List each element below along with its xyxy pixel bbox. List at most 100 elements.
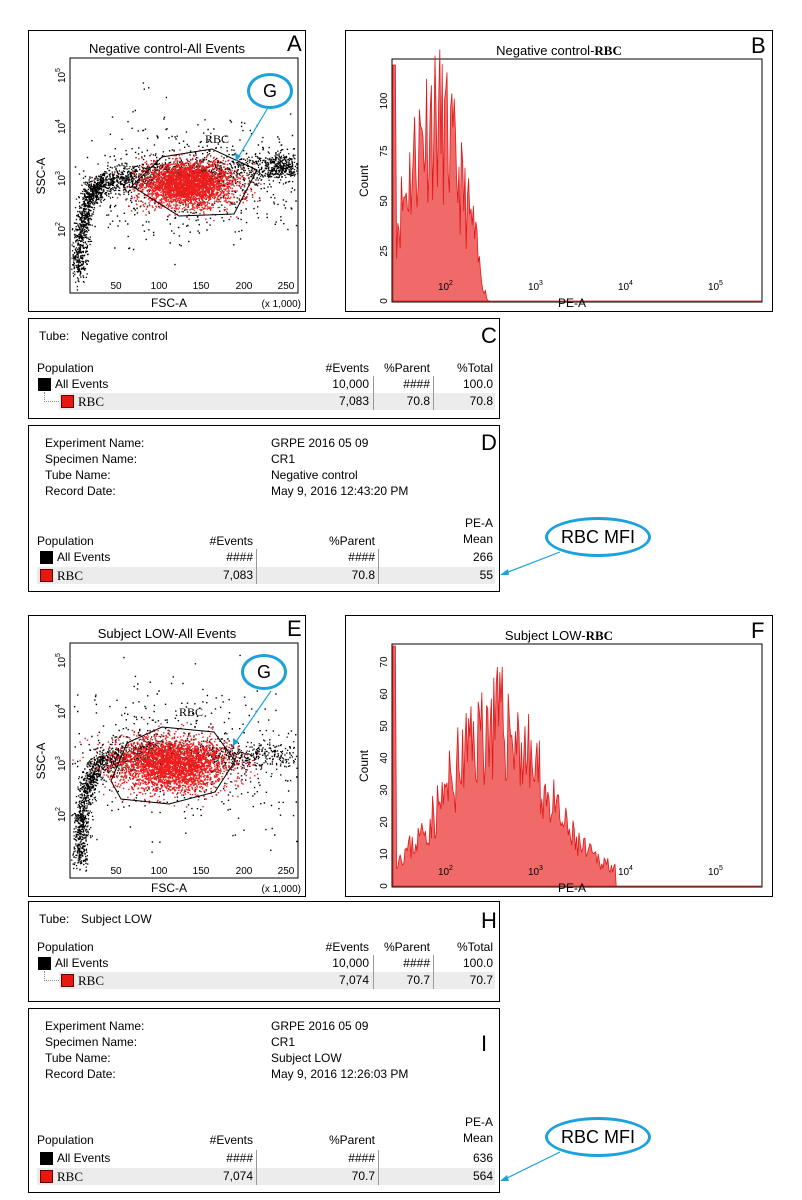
y-tick: 0 <box>379 883 390 889</box>
plot-frame <box>69 57 299 294</box>
scatter-plot-e: RBC FSC-A (x 1,000) SSC-A 50 100 150 200… <box>34 642 301 895</box>
row-events: 7,074 <box>222 1169 253 1183</box>
x-ticks-f: 10 2 10 3 10 4 10 5 <box>438 865 723 878</box>
y-tick: 100 <box>379 92 390 109</box>
x-tick-exp: 4 <box>629 865 633 872</box>
y-tick: 10 <box>57 707 68 719</box>
column-header: %Parent <box>328 534 375 548</box>
callout-arrowhead-e <box>233 738 239 746</box>
column-header: Population <box>37 1133 94 1147</box>
x-ticks-a: 50 100 150 200 250 <box>110 281 294 292</box>
gate-label-e: RBC <box>179 705 203 719</box>
x-tick: 250 <box>278 866 295 877</box>
y-tick: 25 <box>379 245 390 257</box>
panel-letter-b: B <box>751 33 766 58</box>
x-tick: 100 <box>151 866 168 877</box>
plot-title-b: Negative control-RBC <box>346 43 772 59</box>
x-tick-exp: 3 <box>539 865 543 872</box>
mfi-callout-2: RBC MFI <box>545 1117 651 1157</box>
event-dots <box>72 718 274 808</box>
gate-label-a: RBC <box>205 132 229 146</box>
rbc-swatch <box>40 1170 53 1183</box>
hierarchy-panel-c: Tube: Negative control C Population #Eve… <box>28 318 500 419</box>
y-ticks-a: 102 103 104 105 <box>55 68 68 237</box>
column-header: Population <box>37 940 94 954</box>
rbc-gate-e <box>110 726 236 805</box>
y-tick-exp: 4 <box>55 704 62 708</box>
tube-label: Tube: <box>39 912 70 926</box>
y-tick: 50 <box>379 195 390 207</box>
x-tick: 10 <box>438 867 450 878</box>
row-parent: 70.8 <box>406 394 430 408</box>
info-value: May 9, 2016 12:43:20 PM <box>271 484 409 498</box>
all-events-swatch <box>40 1152 53 1165</box>
x-tick: 10 <box>708 282 720 293</box>
x-tick: 10 <box>708 867 720 878</box>
rbc-row-band <box>59 972 495 989</box>
info-key: Specimen Name: <box>45 452 138 466</box>
x-tick-exp: 3 <box>539 280 543 287</box>
info-value: Subject LOW <box>271 1051 342 1065</box>
column-divider <box>373 955 374 989</box>
y-tick: 10 <box>57 71 68 83</box>
y-tick-exp: 3 <box>55 756 62 760</box>
histogram-area <box>392 645 761 887</box>
rbc-row-band <box>37 567 495 584</box>
plot-title-b-suffix: RBC <box>594 43 622 58</box>
y-tick-exp: 2 <box>55 222 62 226</box>
panel-letter-h: H <box>481 908 497 933</box>
hierarchy-panel-h: Tube: Subject LOW H Population #Events %… <box>28 901 500 1002</box>
row-mean: 636 <box>472 1151 493 1165</box>
rbc-swatch <box>61 395 74 408</box>
y-tick-exp: 5 <box>55 68 62 72</box>
x-tick: 200 <box>236 281 253 292</box>
plot-frame <box>391 643 763 888</box>
row-events: 7,074 <box>338 973 369 987</box>
x-tick-exp: 2 <box>449 865 453 872</box>
x-tick: 50 <box>110 281 122 292</box>
info-value: CR1 <box>271 1035 296 1049</box>
x-tick: 200 <box>236 866 253 877</box>
column-header: %Total <box>456 940 493 954</box>
y-axis-label-a: SSC-A <box>34 158 48 195</box>
row-total: 70.8 <box>469 394 493 408</box>
row-parent: #### <box>403 377 430 391</box>
x-tick: 10 <box>618 282 630 293</box>
column-header: #Events <box>325 940 369 954</box>
y-tick: 10 <box>57 656 68 668</box>
column-header: %Parent <box>383 940 430 954</box>
row-parent: #### <box>348 550 375 564</box>
info-key: Tube Name: <box>45 1051 111 1065</box>
all-events-dots <box>71 732 298 872</box>
gate-callout-e: G <box>241 654 287 690</box>
row-total: 70.7 <box>469 973 493 987</box>
plot-title-f: Subject LOW-RBC <box>346 628 772 644</box>
y-tick: 70 <box>379 656 390 668</box>
x-tick: 10 <box>438 282 450 293</box>
x-axis-label-e: FSC-A <box>151 881 187 895</box>
y-tick-exp: 3 <box>55 171 62 175</box>
info-key: Specimen Name: <box>45 1035 138 1049</box>
row-events: 10,000 <box>332 377 369 391</box>
column-header: #Events <box>325 361 369 375</box>
callout-arrow-a <box>235 105 270 162</box>
column-divider <box>433 955 434 989</box>
info-value: Negative control <box>271 468 358 482</box>
y-tick-exp: 2 <box>55 807 62 811</box>
column-header: %Parent <box>383 361 430 375</box>
x-tick-exp: 4 <box>629 280 633 287</box>
panel-letter-f: F <box>751 618 765 643</box>
tube-name: Subject LOW <box>81 912 152 926</box>
panel-letter-a: A <box>287 31 302 56</box>
row-mean: 266 <box>472 550 493 564</box>
y-tick: 10 <box>57 122 68 134</box>
x-tick: 150 <box>193 866 210 877</box>
y-axis-label-f: Count <box>357 749 371 782</box>
row-events: 7,083 <box>222 568 253 582</box>
y-tick: 50 <box>379 720 390 732</box>
row-name: All Events <box>55 377 109 391</box>
panel-letter-e: E <box>287 616 302 641</box>
callout-arrow-e <box>232 690 272 747</box>
y-tick: 75 <box>379 145 390 157</box>
